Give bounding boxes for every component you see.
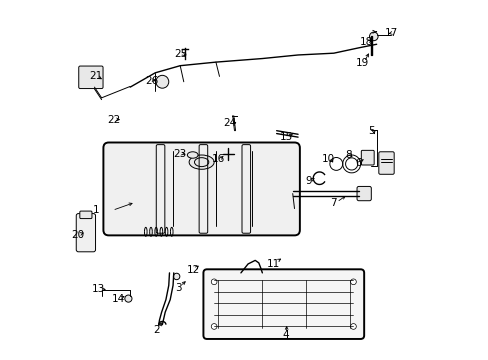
Ellipse shape [187, 152, 198, 158]
Text: 4: 4 [282, 330, 288, 341]
Text: 23: 23 [173, 149, 186, 159]
FancyBboxPatch shape [378, 152, 393, 174]
Circle shape [211, 279, 217, 285]
Circle shape [350, 324, 356, 329]
Text: 13: 13 [91, 284, 104, 294]
FancyBboxPatch shape [356, 186, 370, 201]
FancyBboxPatch shape [103, 143, 299, 235]
Text: 1: 1 [93, 205, 100, 215]
Text: 10: 10 [321, 154, 334, 163]
Text: 18: 18 [359, 37, 372, 48]
Text: 9: 9 [305, 176, 311, 186]
Circle shape [124, 295, 132, 302]
Text: 22: 22 [107, 115, 121, 125]
Text: 6: 6 [355, 158, 362, 168]
Text: 24: 24 [223, 118, 236, 128]
Text: 19: 19 [355, 58, 368, 68]
FancyBboxPatch shape [361, 150, 373, 165]
Text: 14: 14 [112, 294, 125, 303]
Ellipse shape [189, 155, 214, 169]
Circle shape [350, 279, 356, 285]
Text: 16: 16 [212, 154, 225, 164]
Circle shape [369, 32, 377, 41]
FancyBboxPatch shape [80, 211, 92, 219]
Ellipse shape [194, 158, 208, 167]
Text: 8: 8 [344, 150, 351, 160]
Text: 7: 7 [329, 198, 336, 208]
Text: 2: 2 [153, 325, 160, 335]
Text: 12: 12 [187, 265, 200, 275]
FancyBboxPatch shape [79, 66, 103, 89]
Circle shape [173, 273, 180, 280]
Circle shape [211, 324, 217, 329]
FancyBboxPatch shape [76, 213, 95, 252]
FancyBboxPatch shape [203, 269, 364, 339]
Circle shape [156, 75, 168, 88]
Text: 21: 21 [89, 71, 102, 81]
Text: 20: 20 [71, 230, 84, 240]
Text: 26: 26 [145, 76, 158, 86]
Text: 3: 3 [175, 283, 182, 293]
Text: 17: 17 [384, 28, 397, 38]
Text: 15: 15 [280, 132, 293, 142]
Text: 5: 5 [367, 126, 374, 136]
Text: 25: 25 [174, 49, 187, 59]
Text: 11: 11 [266, 259, 280, 269]
